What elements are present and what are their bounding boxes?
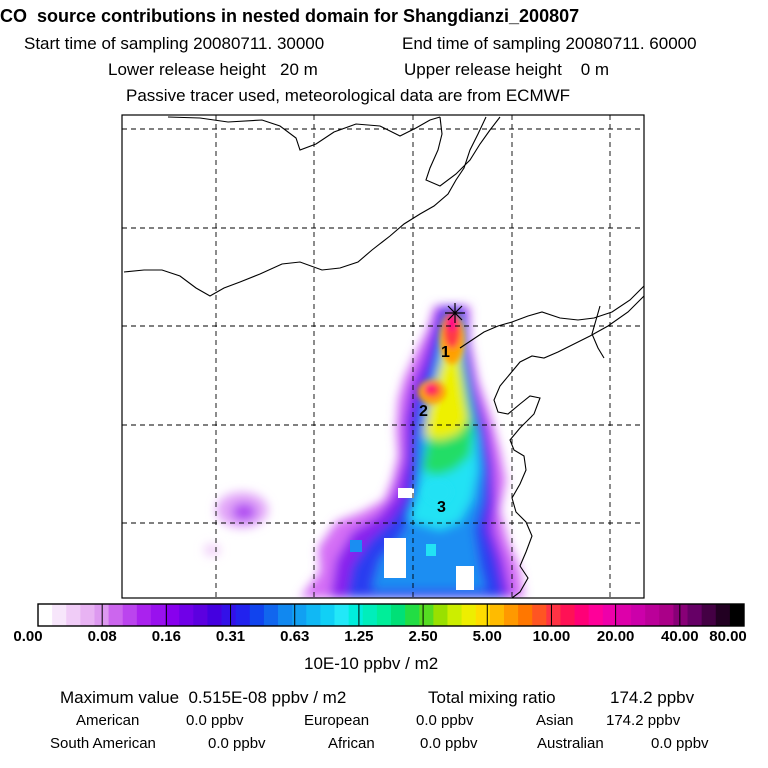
marker-3: 3 — [437, 499, 446, 516]
colorbar-swatch — [447, 604, 462, 626]
colorbar-swatch — [405, 604, 420, 626]
start-time-label: Start time of sampling 20080711. 30000 — [24, 34, 325, 53]
colorbar-swatch — [179, 604, 194, 626]
colorbar-swatch — [560, 604, 575, 626]
source-european-name: European — [304, 712, 370, 729]
colorbar-swatch — [122, 604, 138, 626]
colorbar-label: 2.50 — [408, 628, 438, 645]
colorbar-label: 0.63 — [280, 628, 310, 645]
colorbar-label: 0.08 — [87, 628, 117, 645]
plume-field — [204, 306, 524, 598]
colorbar-swatch — [320, 604, 335, 626]
source-australian-name: Australian — [537, 735, 604, 752]
colorbar-swatch — [503, 604, 519, 626]
colorbar-swatch — [108, 604, 124, 626]
colorbar-swatch — [673, 604, 688, 626]
colorbar-label: 1.25 — [344, 628, 374, 645]
colorbar-swatch — [546, 604, 561, 626]
lat-lon-grid — [122, 115, 644, 598]
colorbar-swatch — [701, 604, 717, 626]
source-south-american-name: South American — [50, 735, 156, 752]
source-australian-value: 0.0 ppbv — [651, 735, 709, 752]
colorbar-swatch — [207, 604, 222, 626]
source-south-american-value: 0.0 ppbv — [208, 735, 266, 752]
colorbar-swatch — [348, 604, 364, 626]
upper-release-height-label: Upper release height 0 m — [404, 60, 610, 79]
source-african-name: African — [328, 735, 375, 752]
colorbar-swatch — [588, 604, 604, 626]
colorbar-swatch — [334, 604, 350, 626]
maximum-value-label: Maximum value 0.515E-08 ppbv / m2 — [60, 688, 347, 707]
colorbar-swatch — [235, 604, 251, 626]
colorbar-swatch — [306, 604, 321, 626]
colorbar-swatch — [278, 604, 293, 626]
colorbar-label: 0.16 — [151, 628, 181, 645]
colorbar-swatch — [687, 604, 703, 626]
lower-release-height-label: Lower release height 20 m — [108, 60, 318, 79]
marker-1: 1 — [441, 344, 450, 361]
source-american-value: 0.0 ppbv — [186, 712, 244, 729]
colorbar-swatch — [52, 604, 67, 626]
colorbar-swatch — [221, 604, 237, 626]
colorbar-unit: 10E-10 ppbv / m2 — [304, 654, 439, 673]
colorbar-swatch — [602, 604, 618, 626]
colorbar-swatch — [376, 604, 392, 626]
colorbar-swatch — [729, 604, 745, 626]
total-mixing-ratio-label: Total mixing ratio — [428, 688, 556, 707]
receptor-asterisk-icon — [445, 303, 465, 323]
colorbar-swatch — [715, 604, 731, 626]
colorbar-swatch — [461, 604, 477, 626]
source-european-value: 0.0 ppbv — [416, 712, 474, 729]
colorbar-swatch — [136, 604, 152, 626]
colorbar-label: 40.00 — [661, 628, 699, 645]
tracer-note: Passive tracer used, meteorological data… — [126, 86, 571, 105]
colorbar-swatch — [150, 604, 166, 626]
colorbar-swatch — [193, 604, 208, 626]
colorbar-label: 80.00 — [709, 628, 747, 645]
colorbar — [37, 603, 745, 627]
map-area: 1 2 3 — [122, 115, 644, 598]
marker-2: 2 — [419, 403, 428, 420]
source-asian-name: Asian — [536, 712, 574, 729]
total-mixing-ratio-value: 174.2 ppbv — [610, 688, 695, 707]
colorbar-swatch — [419, 604, 434, 626]
colorbar-swatch — [249, 604, 265, 626]
colorbar-swatch — [532, 604, 547, 626]
colorbar-swatch — [38, 604, 53, 626]
colorbar-label: 0.00 — [13, 628, 43, 645]
colorbar-swatch — [80, 604, 95, 626]
colorbar-swatch — [518, 604, 533, 626]
colorbar-swatch — [263, 604, 279, 626]
colorbar-frame — [37, 603, 745, 627]
colorbar-swatch — [574, 604, 590, 626]
colorbar-swatch — [631, 604, 646, 626]
end-time-label: End time of sampling 20080711. 60000 — [402, 34, 697, 53]
colorbar-swatch — [489, 604, 505, 626]
colorbar-swatch — [362, 604, 378, 626]
colorbar-swatch — [391, 604, 406, 626]
coastlines — [123, 116, 644, 598]
colorbar-swatch — [66, 604, 81, 626]
source-asian-value: 174.2 ppbv — [606, 712, 681, 729]
source-african-value: 0.0 ppbv — [420, 735, 478, 752]
colorbar-label: 0.31 — [215, 628, 246, 645]
colorbar-label: 5.00 — [472, 628, 502, 645]
plot-title: CO source contributions in nested domain… — [0, 6, 580, 26]
colorbar-label: 20.00 — [596, 628, 635, 645]
colorbar-swatch — [165, 604, 180, 626]
colorbar-swatch — [475, 604, 491, 626]
colorbar-swatch — [433, 604, 448, 626]
colorbar-swatch — [292, 604, 307, 626]
colorbar-swatch — [645, 604, 660, 626]
source-american-name: American — [76, 712, 140, 729]
colorbar-label: 10.00 — [532, 628, 571, 645]
colorbar-swatch — [659, 604, 674, 626]
map-frame — [121, 114, 645, 599]
colorbar-swatch — [616, 604, 632, 626]
